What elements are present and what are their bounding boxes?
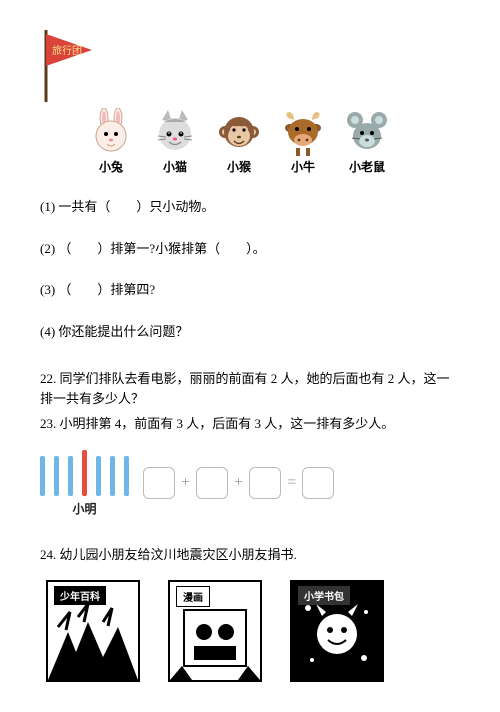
op-plus: + bbox=[181, 474, 190, 492]
animals-row: 小兔 小猫 bbox=[86, 108, 460, 175]
op-plus: + bbox=[234, 474, 243, 492]
tally-bar-xiaoming bbox=[82, 450, 87, 496]
ox-icon bbox=[280, 108, 326, 156]
answer-box[interactable] bbox=[196, 467, 228, 499]
animal-monkey: 小猴 bbox=[214, 108, 264, 175]
animal-mouse: 小老鼠 bbox=[342, 108, 392, 175]
answer-box[interactable] bbox=[249, 467, 281, 499]
flag-label: 旅行团 bbox=[52, 44, 82, 57]
animal-cat: 小猫 bbox=[150, 108, 200, 175]
tally-bar bbox=[96, 456, 101, 496]
book-encyclopedia: 少年百科 bbox=[46, 580, 140, 682]
animal-ox: 小牛 bbox=[278, 108, 328, 175]
question-4: (4) 你还能提出什么问题？ bbox=[40, 322, 460, 342]
books-row: 少年百科 漫画 小学书包 bbox=[46, 580, 460, 682]
rabbit-icon bbox=[88, 108, 134, 156]
animal-label: 小猴 bbox=[227, 158, 251, 175]
tally-bar bbox=[124, 456, 129, 496]
travel-flag: 旅行团 bbox=[40, 30, 94, 102]
animal-rabbit: 小兔 bbox=[86, 108, 136, 175]
question-22: 22. 同学们排队去看电影，丽丽的前面有 2 人，她的后面也有 2 人，这一排一… bbox=[40, 369, 460, 408]
animal-label: 小牛 bbox=[291, 158, 315, 175]
tally-equation-row: 小明 + + = bbox=[40, 450, 460, 517]
book-schoolbag: 小学书包 bbox=[290, 580, 384, 682]
book-title: 小学书包 bbox=[298, 586, 350, 605]
tally-bars bbox=[40, 450, 129, 496]
op-equals: = bbox=[287, 474, 296, 492]
answer-box[interactable] bbox=[302, 467, 334, 499]
book-comic: 漫画 bbox=[168, 580, 262, 682]
cat-icon bbox=[152, 108, 198, 156]
tally-bar bbox=[68, 456, 73, 496]
tally-bar bbox=[40, 456, 45, 496]
animal-label: 小兔 bbox=[99, 158, 123, 175]
answer-box[interactable] bbox=[143, 467, 175, 499]
question-2: (2) （ ）排第一?小猴排第（ ）。 bbox=[40, 239, 460, 259]
question-23: 23. 小明排第 4，前面有 3 人，后面有 3 人，这一排有多少人。 bbox=[40, 414, 460, 434]
tally-label: 小明 bbox=[72, 500, 96, 517]
equation: + + = bbox=[143, 467, 334, 499]
question-24: 24. 幼儿园小朋友给汶川地震灾区小朋友捐书. bbox=[40, 545, 460, 565]
tally-diagram: 小明 bbox=[40, 450, 129, 517]
animal-label: 小老鼠 bbox=[349, 158, 385, 175]
book-title: 少年百科 bbox=[54, 586, 106, 605]
monkey-icon bbox=[216, 108, 262, 156]
tally-bar bbox=[110, 456, 115, 496]
animal-label: 小猫 bbox=[163, 158, 187, 175]
tally-bar bbox=[54, 456, 59, 496]
question-3: (3) （ ）排第四? bbox=[40, 280, 460, 300]
book-title: 漫画 bbox=[176, 586, 210, 607]
mouse-icon bbox=[344, 108, 390, 156]
header-row: 旅行团 bbox=[40, 30, 460, 102]
question-1: (1) 一共有（ ）只小动物。 bbox=[40, 197, 460, 217]
